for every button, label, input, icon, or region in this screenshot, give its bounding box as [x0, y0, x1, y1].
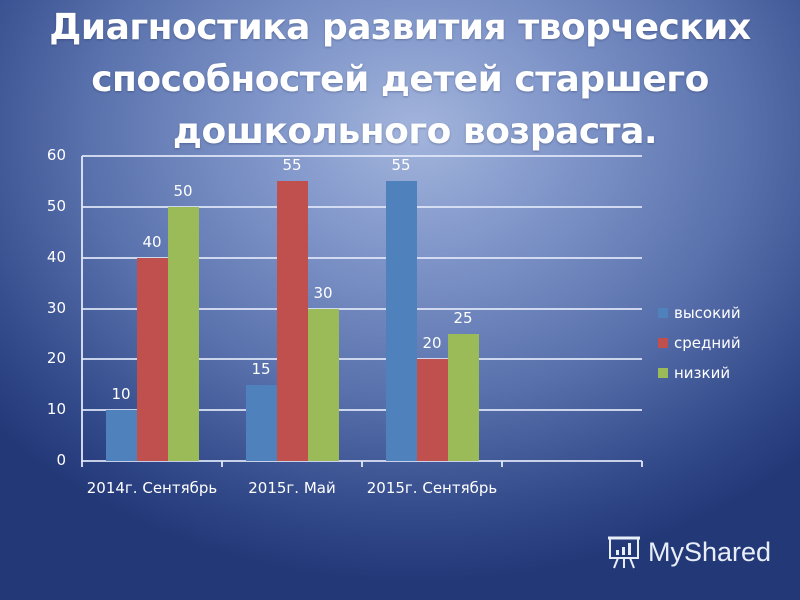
presentation-board-icon	[608, 536, 640, 569]
data-label: 40	[142, 232, 162, 251]
y-tick-label: 0	[56, 451, 66, 469]
data-label: 50	[173, 181, 193, 200]
slide-title: Диагностика развития творческих способно…	[0, 2, 800, 158]
gridline	[82, 155, 642, 157]
x-tick	[641, 461, 643, 467]
bar-низкий	[307, 308, 339, 461]
bar-высокий	[105, 410, 137, 461]
x-tick	[501, 461, 503, 467]
y-tick-label: 10	[46, 400, 66, 419]
bar-средний	[136, 257, 168, 461]
bar-высокий	[385, 181, 417, 461]
legend-item-high: высокий	[658, 298, 741, 328]
bar-низкий	[167, 206, 199, 461]
legend-label: низкий	[674, 364, 731, 382]
data-label: 25	[453, 308, 473, 327]
gridline	[82, 358, 642, 361]
x-tick	[221, 461, 223, 467]
data-label: 10	[111, 385, 131, 404]
legend-item-medium: средний	[658, 328, 741, 358]
watermark-text: MyShared	[648, 536, 772, 567]
chart-legend: высокий средний низкий	[658, 298, 741, 388]
x-category-label: 2015г. Сентябрь	[366, 479, 498, 497]
gridline	[82, 307, 642, 310]
gridline	[82, 205, 642, 208]
bar-средний	[416, 359, 448, 461]
y-tick-label: 20	[46, 349, 66, 368]
bar-средний	[276, 181, 308, 461]
data-label: 30	[313, 283, 333, 302]
data-label: 55	[282, 156, 302, 175]
y-tick-label: 60	[46, 146, 66, 164]
legend-label: средний	[674, 334, 741, 352]
x-tick	[361, 461, 363, 467]
data-label: 55	[391, 156, 411, 175]
x-tick	[81, 461, 83, 467]
data-label: 20	[422, 334, 442, 353]
legend-swatch-blue	[658, 308, 668, 318]
data-label: 15	[251, 359, 271, 378]
gridline	[82, 409, 642, 412]
legend-label: высокий	[674, 304, 741, 322]
gridline	[82, 256, 642, 259]
legend-swatch-red	[658, 338, 668, 348]
legend-swatch-green	[658, 368, 668, 378]
bar-высокий	[245, 384, 277, 461]
title-line-3: дошкольного возраста.	[172, 111, 658, 152]
x-category-label: 2015г. Май	[248, 479, 336, 497]
legend-item-low: низкий	[658, 358, 741, 388]
y-tick-label: 40	[46, 247, 66, 266]
title-line-1: Диагностика развития творческих	[49, 7, 751, 48]
y-tick-label: 30	[46, 298, 66, 317]
watermark: MyShared	[606, 535, 771, 569]
y-tick-label: 50	[46, 196, 66, 215]
x-category-label: 2014г. Сентябрь	[86, 479, 218, 497]
title-line-2: способностей детей старшего	[91, 59, 709, 100]
bar-низкий	[447, 333, 479, 461]
